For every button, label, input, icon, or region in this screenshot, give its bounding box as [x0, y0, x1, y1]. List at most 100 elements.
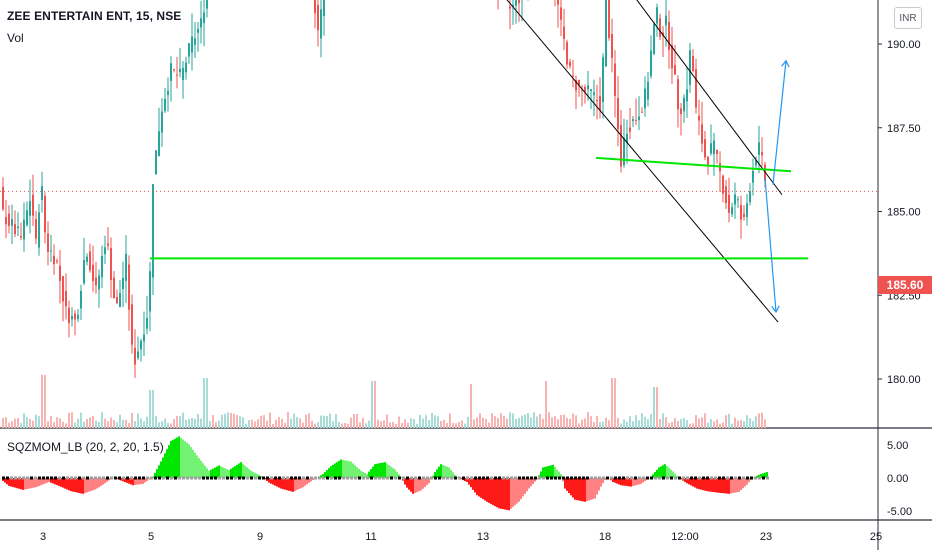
squeeze-dot [258, 476, 261, 480]
currency-badge[interactable]: INR [894, 7, 922, 29]
volume-bar [728, 413, 730, 428]
squeeze-dot [266, 476, 269, 480]
candle-body [68, 307, 70, 324]
momentum-bar [306, 478, 308, 485]
squeeze-dot [530, 476, 533, 480]
squeeze-dot [274, 476, 277, 480]
projection-up-arrow [772, 60, 787, 185]
momentum-bar [140, 478, 142, 485]
squeeze-dot [326, 476, 329, 480]
volume-bar [425, 415, 427, 428]
candle-body [761, 152, 763, 156]
candle-body [695, 69, 697, 108]
volume-bar [656, 387, 658, 428]
volume-bar [698, 418, 700, 428]
momentum-bar [662, 465, 664, 478]
candle-body [560, 7, 562, 20]
momentum-bar [232, 467, 234, 478]
momentum-bar [762, 473, 764, 478]
momentum-bar [442, 464, 444, 478]
candle-body [518, 0, 520, 4]
momentum-bar [602, 478, 604, 484]
squeeze-dot [642, 476, 645, 480]
squeeze-dot [370, 476, 373, 480]
momentum-bar [280, 478, 282, 489]
momentum-bar [684, 478, 686, 482]
volume-bar [623, 419, 625, 428]
squeeze-dot [18, 476, 21, 480]
volume-bar [608, 420, 610, 428]
momentum-bar [158, 465, 160, 478]
squeeze-dot [182, 476, 185, 480]
volume-bar [710, 419, 712, 428]
candle-body [107, 243, 109, 246]
momentum-bar [526, 478, 528, 492]
volume-bar [29, 419, 31, 428]
momentum-bar [614, 478, 616, 483]
candle-body [743, 213, 745, 217]
volume-bar [107, 421, 109, 428]
volume-bar [155, 416, 157, 428]
momentum-bar [636, 478, 638, 485]
volume-bar [383, 420, 385, 428]
candle-body [143, 334, 145, 342]
squeeze-dot [138, 476, 141, 480]
candle-body [176, 74, 178, 76]
momentum-bar [238, 463, 240, 478]
volume-bar [278, 416, 280, 428]
momentum-bar [72, 478, 74, 492]
time-tick-label: 13 [477, 531, 489, 543]
candle-body [149, 271, 151, 312]
volume-bar [722, 422, 724, 428]
squeeze-dot [290, 476, 293, 480]
volume-bar [464, 423, 466, 428]
squeeze-dot [242, 476, 245, 480]
momentum-bar [620, 478, 622, 486]
volume-bar [395, 423, 397, 428]
momentum-bar [220, 466, 222, 478]
momentum-bar [74, 478, 76, 493]
candle-body [608, 0, 610, 39]
momentum-bar [172, 439, 174, 478]
candle-body [749, 191, 751, 202]
price-tick-label: 180.00 [887, 374, 921, 386]
momentum-bar [368, 471, 370, 478]
squeeze-dot [102, 476, 105, 480]
candle-body [8, 213, 10, 226]
volume-bar [737, 420, 739, 428]
momentum-bar [6, 478, 8, 485]
momentum-bar [98, 478, 100, 488]
time-tick-label: 9 [257, 531, 263, 543]
volume-bar [92, 415, 94, 428]
momentum-bar [508, 478, 510, 511]
volume-bar [653, 387, 655, 428]
momentum-bar [600, 478, 602, 487]
momentum-bar [96, 478, 98, 489]
volume-bar [209, 421, 211, 428]
momentum-bar [168, 445, 170, 478]
volume-bar [221, 414, 223, 428]
candle-body [746, 203, 748, 218]
volume-bar [560, 414, 562, 428]
volume-bar [320, 415, 322, 428]
momentum-bar [228, 470, 230, 478]
momentum-bar [436, 469, 438, 478]
momentum-bar [386, 463, 388, 478]
momentum-bar [36, 478, 38, 487]
candle-body [71, 315, 73, 320]
candle-body [104, 247, 106, 255]
momentum-bar [406, 478, 408, 488]
volume-bar [482, 417, 484, 428]
candle-body [509, 6, 511, 9]
momentum-bar [292, 478, 294, 492]
momentum-bar [364, 472, 366, 478]
momentum-bar [210, 469, 212, 478]
volume-bar [356, 413, 358, 428]
squeeze-dot [278, 476, 281, 480]
candle-body [125, 253, 127, 282]
volume-bar [617, 417, 619, 428]
volume-bar [716, 419, 718, 428]
volume-bar [362, 418, 364, 428]
momentum-bar [164, 453, 166, 478]
